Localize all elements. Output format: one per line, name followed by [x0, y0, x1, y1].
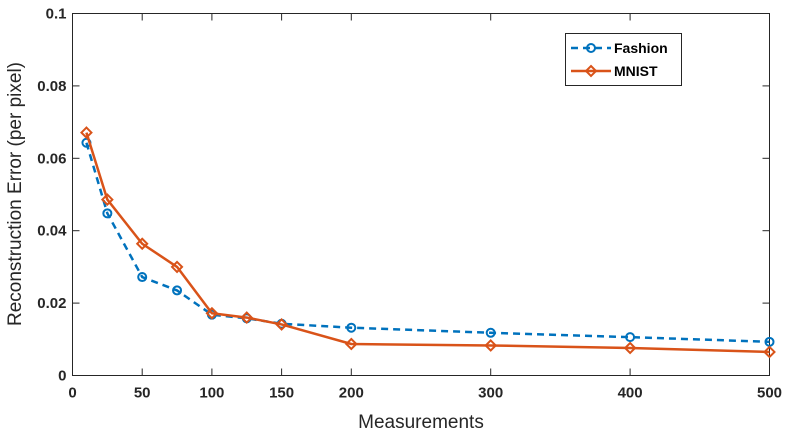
x-tick-label: 100 — [199, 385, 224, 402]
data-point-fashion — [485, 327, 496, 338]
legend-marker-fashion — [586, 43, 596, 53]
data-point-mnist — [275, 318, 289, 331]
legend-label-mnist: MNIST — [614, 63, 658, 79]
legend-label-fashion: Fashion — [614, 40, 668, 56]
legend-box — [565, 33, 682, 86]
y-tick-label: 0 — [58, 368, 66, 385]
data-point-fashion — [137, 272, 148, 283]
y-tick-label: 0.02 — [37, 295, 66, 312]
data-point-mnist — [240, 311, 254, 324]
y-tick-label: 0.04 — [37, 223, 67, 240]
x-tick-label: 50 — [134, 385, 151, 402]
x-tick-label: 500 — [757, 385, 782, 402]
data-point-mnist — [135, 237, 149, 251]
x-tick-label: 0 — [68, 385, 76, 402]
data-point-mnist — [205, 306, 219, 320]
x-axis-label: Measurements — [358, 412, 484, 433]
x-tick-label: 400 — [618, 385, 643, 402]
data-point-mnist — [623, 341, 637, 355]
data-point-mnist — [484, 339, 498, 352]
data-point-fashion — [102, 208, 113, 219]
x-tick-label: 300 — [478, 385, 503, 402]
y-axis-label: Reconstruction Error (per pixel) — [5, 62, 26, 326]
series-line-fashion — [85, 142, 770, 344]
x-tick-label: 150 — [269, 385, 294, 402]
data-point-mnist — [170, 260, 184, 274]
data-point-fashion — [172, 285, 183, 296]
data-point-mnist — [100, 193, 114, 206]
legend-item-mnist: MNIST — [571, 63, 658, 79]
series-mnist — [80, 126, 776, 359]
x-tick-label: 200 — [339, 385, 364, 402]
data-point-fashion — [346, 322, 357, 333]
data-point-fashion — [625, 332, 636, 343]
axis-ticks: 0 50 100 150 200 300 400 500 0 0.02 0.04 0.06 0.08 0.… — [37, 6, 782, 402]
legend-marker-mnist — [584, 64, 598, 78]
data-point-mnist — [80, 126, 93, 140]
series-line-mnist — [85, 132, 770, 354]
legend-items: Fashion MNIST — [571, 40, 668, 79]
legend-item-fashion: Fashion — [571, 40, 668, 56]
series-layer — [80, 126, 776, 359]
y-tick-label: 0.06 — [37, 150, 66, 167]
y-tick-label: 0.1 — [46, 6, 67, 23]
data-point-mnist — [763, 345, 776, 359]
data-point-mnist — [344, 337, 358, 351]
legend: Fashion MNIST — [565, 33, 682, 86]
y-tick-label: 0.08 — [37, 78, 66, 95]
